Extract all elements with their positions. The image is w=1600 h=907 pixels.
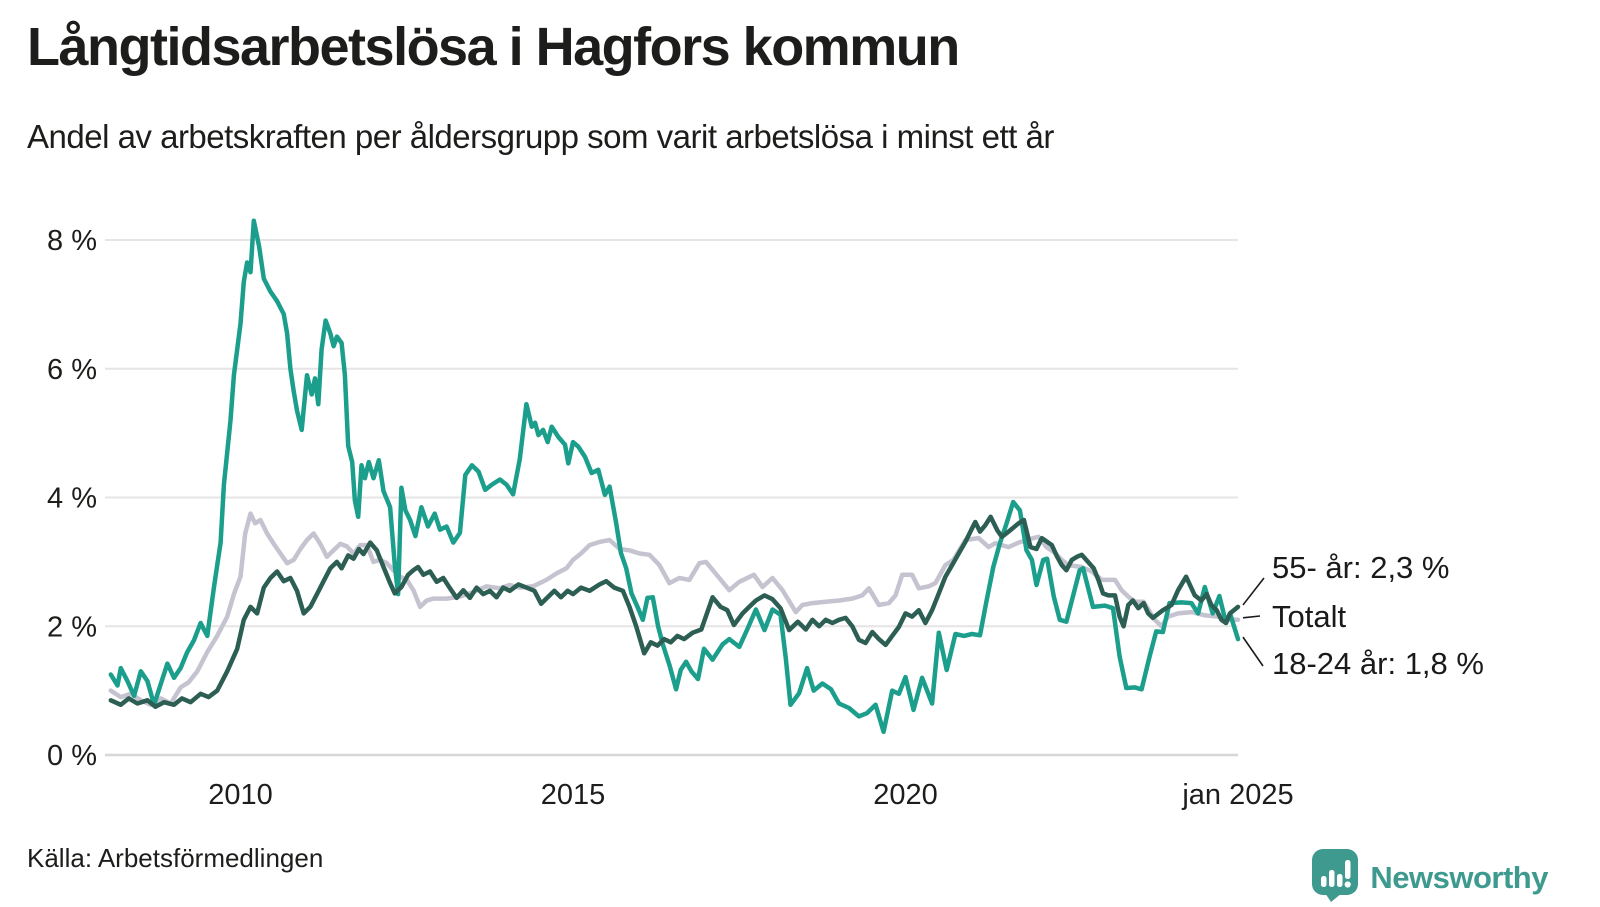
y-axis-tick-label: 4 % xyxy=(47,483,97,515)
y-axis-tick-label: 0 % xyxy=(47,740,97,772)
x-axis-tick-label: 2020 xyxy=(873,779,938,811)
y-axis-tick-label: 8 % xyxy=(47,225,97,257)
annotation-leader-line xyxy=(1242,615,1261,619)
newsworthy-brand: Newsworthy xyxy=(1311,848,1548,907)
y-axis-tick-label: 6 % xyxy=(47,354,97,386)
series-line-55-r xyxy=(108,514,1241,709)
x-axis-tick-label: 2010 xyxy=(208,779,273,811)
series-label-18-24-ar: 18-24 år: 1,8 % xyxy=(1272,646,1484,681)
x-axis-tick-label: jan 2025 xyxy=(1181,779,1293,811)
annotation-leader-line xyxy=(1242,577,1265,606)
series-label-totalt: Totalt xyxy=(1272,599,1347,634)
newsworthy-wordmark: Newsworthy xyxy=(1370,859,1548,895)
page-title: Långtidsarbetslösa i Hagfors kommun xyxy=(27,17,960,77)
y-axis-tick-label: 2 % xyxy=(47,611,97,643)
source-note: Källa: Arbetsförmedlingen xyxy=(27,843,324,873)
annotation-leader-line xyxy=(1242,636,1264,667)
page-subtitle: Andel av arbetskraften per åldersgrupp s… xyxy=(27,118,1054,155)
x-axis-tick-label: 2015 xyxy=(541,779,606,811)
series-line-18-24-r xyxy=(108,218,1241,735)
bar-chart-speech-bubble-icon xyxy=(1311,848,1359,907)
series-label-55-ar: 55- år: 2,3 % xyxy=(1272,550,1450,585)
